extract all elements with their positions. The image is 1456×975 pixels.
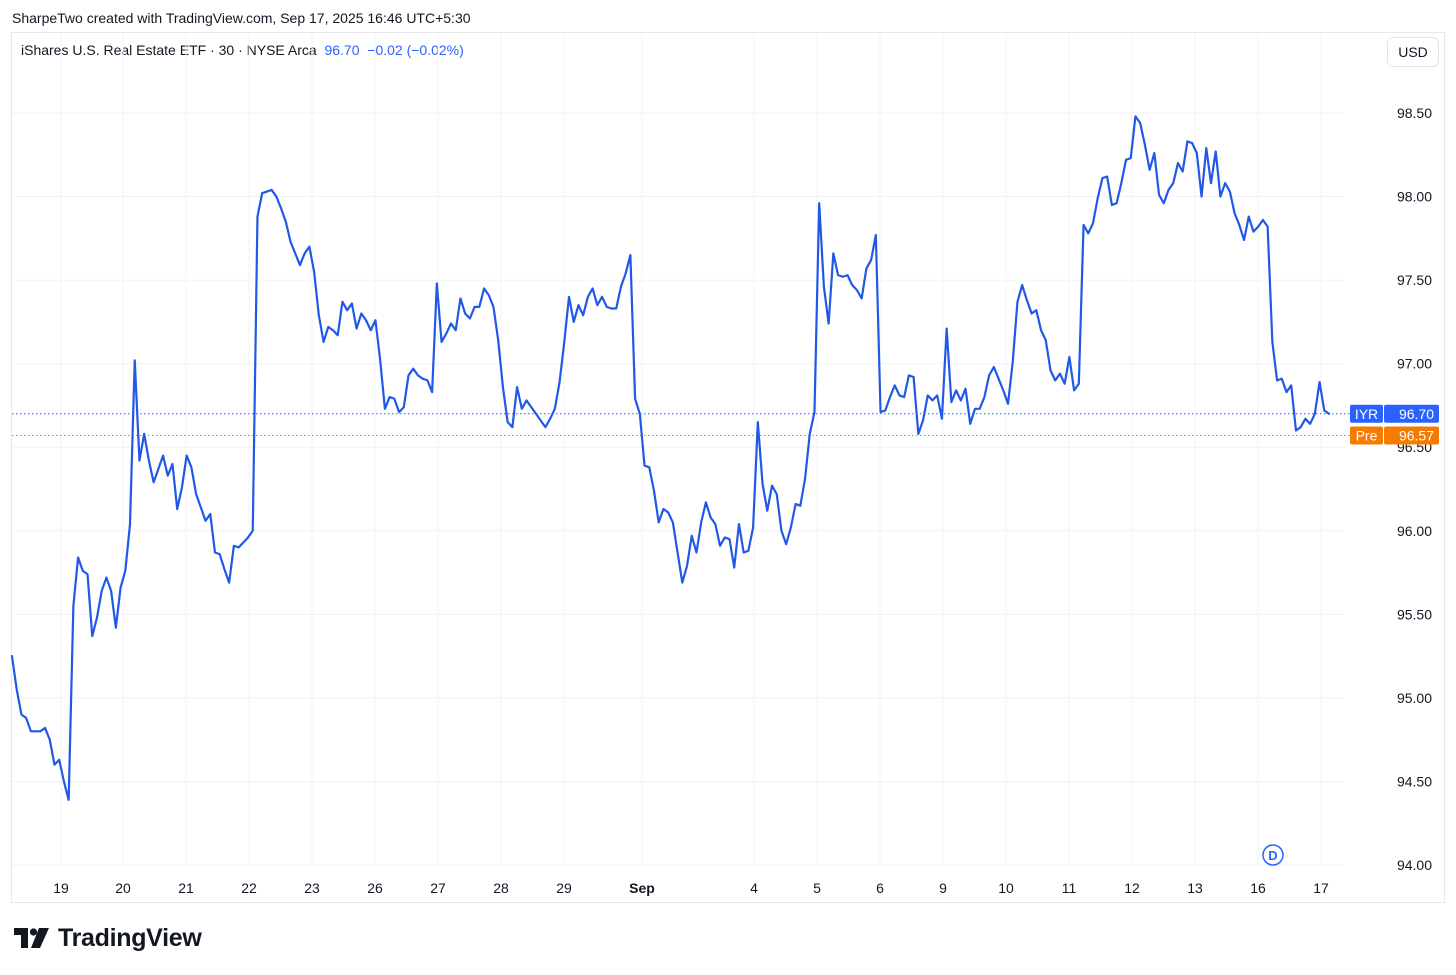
x-tick-label: 6: [876, 880, 884, 896]
x-tick-label: 27: [430, 880, 446, 896]
iyr-price-badge: IYR 96.70: [1350, 404, 1439, 423]
currency-button[interactable]: USD: [1387, 37, 1439, 67]
y-tick-label: 94.50: [1397, 773, 1432, 789]
x-tick-label: 12: [1124, 880, 1140, 896]
badge-value-bg: [1384, 426, 1439, 445]
x-tick-label: 20: [115, 880, 131, 896]
pre-price-badge: Pre 96.57: [1350, 426, 1439, 445]
x-tick-label: 23: [304, 880, 320, 896]
badge-value-bg: [1384, 404, 1439, 423]
x-tick-label: 5: [813, 880, 821, 896]
tradingview-logo: TradingView: [14, 924, 202, 953]
x-tick-label: 19: [53, 880, 69, 896]
badge-tag-label: Pre: [1356, 428, 1378, 444]
x-tick-label: 29: [556, 880, 572, 896]
price-line-series: [10, 115, 1331, 801]
x-tick-label: 13: [1187, 880, 1203, 896]
badge-tag-bg: [1350, 404, 1383, 423]
x-tick-label: 4: [750, 880, 758, 896]
y-tick-label: 97.50: [1397, 272, 1432, 288]
badge-value-label: 96.57: [1399, 428, 1434, 444]
x-tick-label: Sep: [629, 880, 655, 896]
x-axis: 19 20 21 22 23 26 27 28 29 Sep 4 5 6 9 10 11 12 13 16 17: [53, 880, 1329, 896]
badge-tag-bg: [1350, 426, 1383, 445]
dividend-marker[interactable]: D: [1262, 844, 1284, 866]
x-tick-label: 17: [1313, 880, 1329, 896]
symbol-legend[interactable]: iShares U.S. Real Estate ETF · 30 · NYSE…: [21, 42, 464, 58]
last-price: 96.70: [324, 42, 360, 58]
dividend-marker-circle[interactable]: [1262, 844, 1284, 866]
badge-tag-label: IYR: [1355, 406, 1378, 422]
dividend-marker-label: D: [1268, 848, 1277, 863]
x-tick-label: 9: [939, 880, 947, 896]
chart-frame: [11, 32, 1445, 903]
x-tick-label: 10: [998, 880, 1014, 896]
symbol-name: iShares U.S. Real Estate ETF · 30 · NYSE…: [21, 42, 317, 58]
x-tick-label: 26: [367, 880, 383, 896]
y-tick-label: 95.50: [1397, 606, 1432, 622]
tradingview-logo-text: TradingView: [58, 924, 202, 952]
x-tick-label: 11: [1062, 880, 1077, 896]
y-tick-label: 95.00: [1397, 690, 1432, 706]
grid-lines: [12, 33, 1345, 868]
y-tick-label: 96.00: [1397, 523, 1432, 539]
price-badges: IYR 96.70 Pre 96.57: [1350, 404, 1439, 445]
y-tick-label: 98.00: [1397, 189, 1432, 205]
badge-value-label: 96.70: [1399, 406, 1434, 422]
tradingview-logo-icon: [14, 927, 49, 948]
x-tick-label: 22: [241, 880, 257, 896]
price-change: −0.02 (−0.02%): [367, 42, 464, 58]
x-tick-label: 21: [178, 880, 194, 896]
y-tick-label: 94.00: [1397, 857, 1432, 873]
y-tick-label: 97.00: [1397, 356, 1432, 372]
x-tick-label: 28: [493, 880, 509, 896]
price-reference-lines: [12, 413, 1350, 437]
y-axis: 94.0094.5095.0095.5096.0096.5097.0097.50…: [1397, 105, 1432, 873]
chart-caption: SharpeTwo created with TradingView.com, …: [12, 10, 471, 26]
y-tick-label: 98.50: [1397, 105, 1432, 121]
x-tick-label: 16: [1250, 880, 1266, 896]
